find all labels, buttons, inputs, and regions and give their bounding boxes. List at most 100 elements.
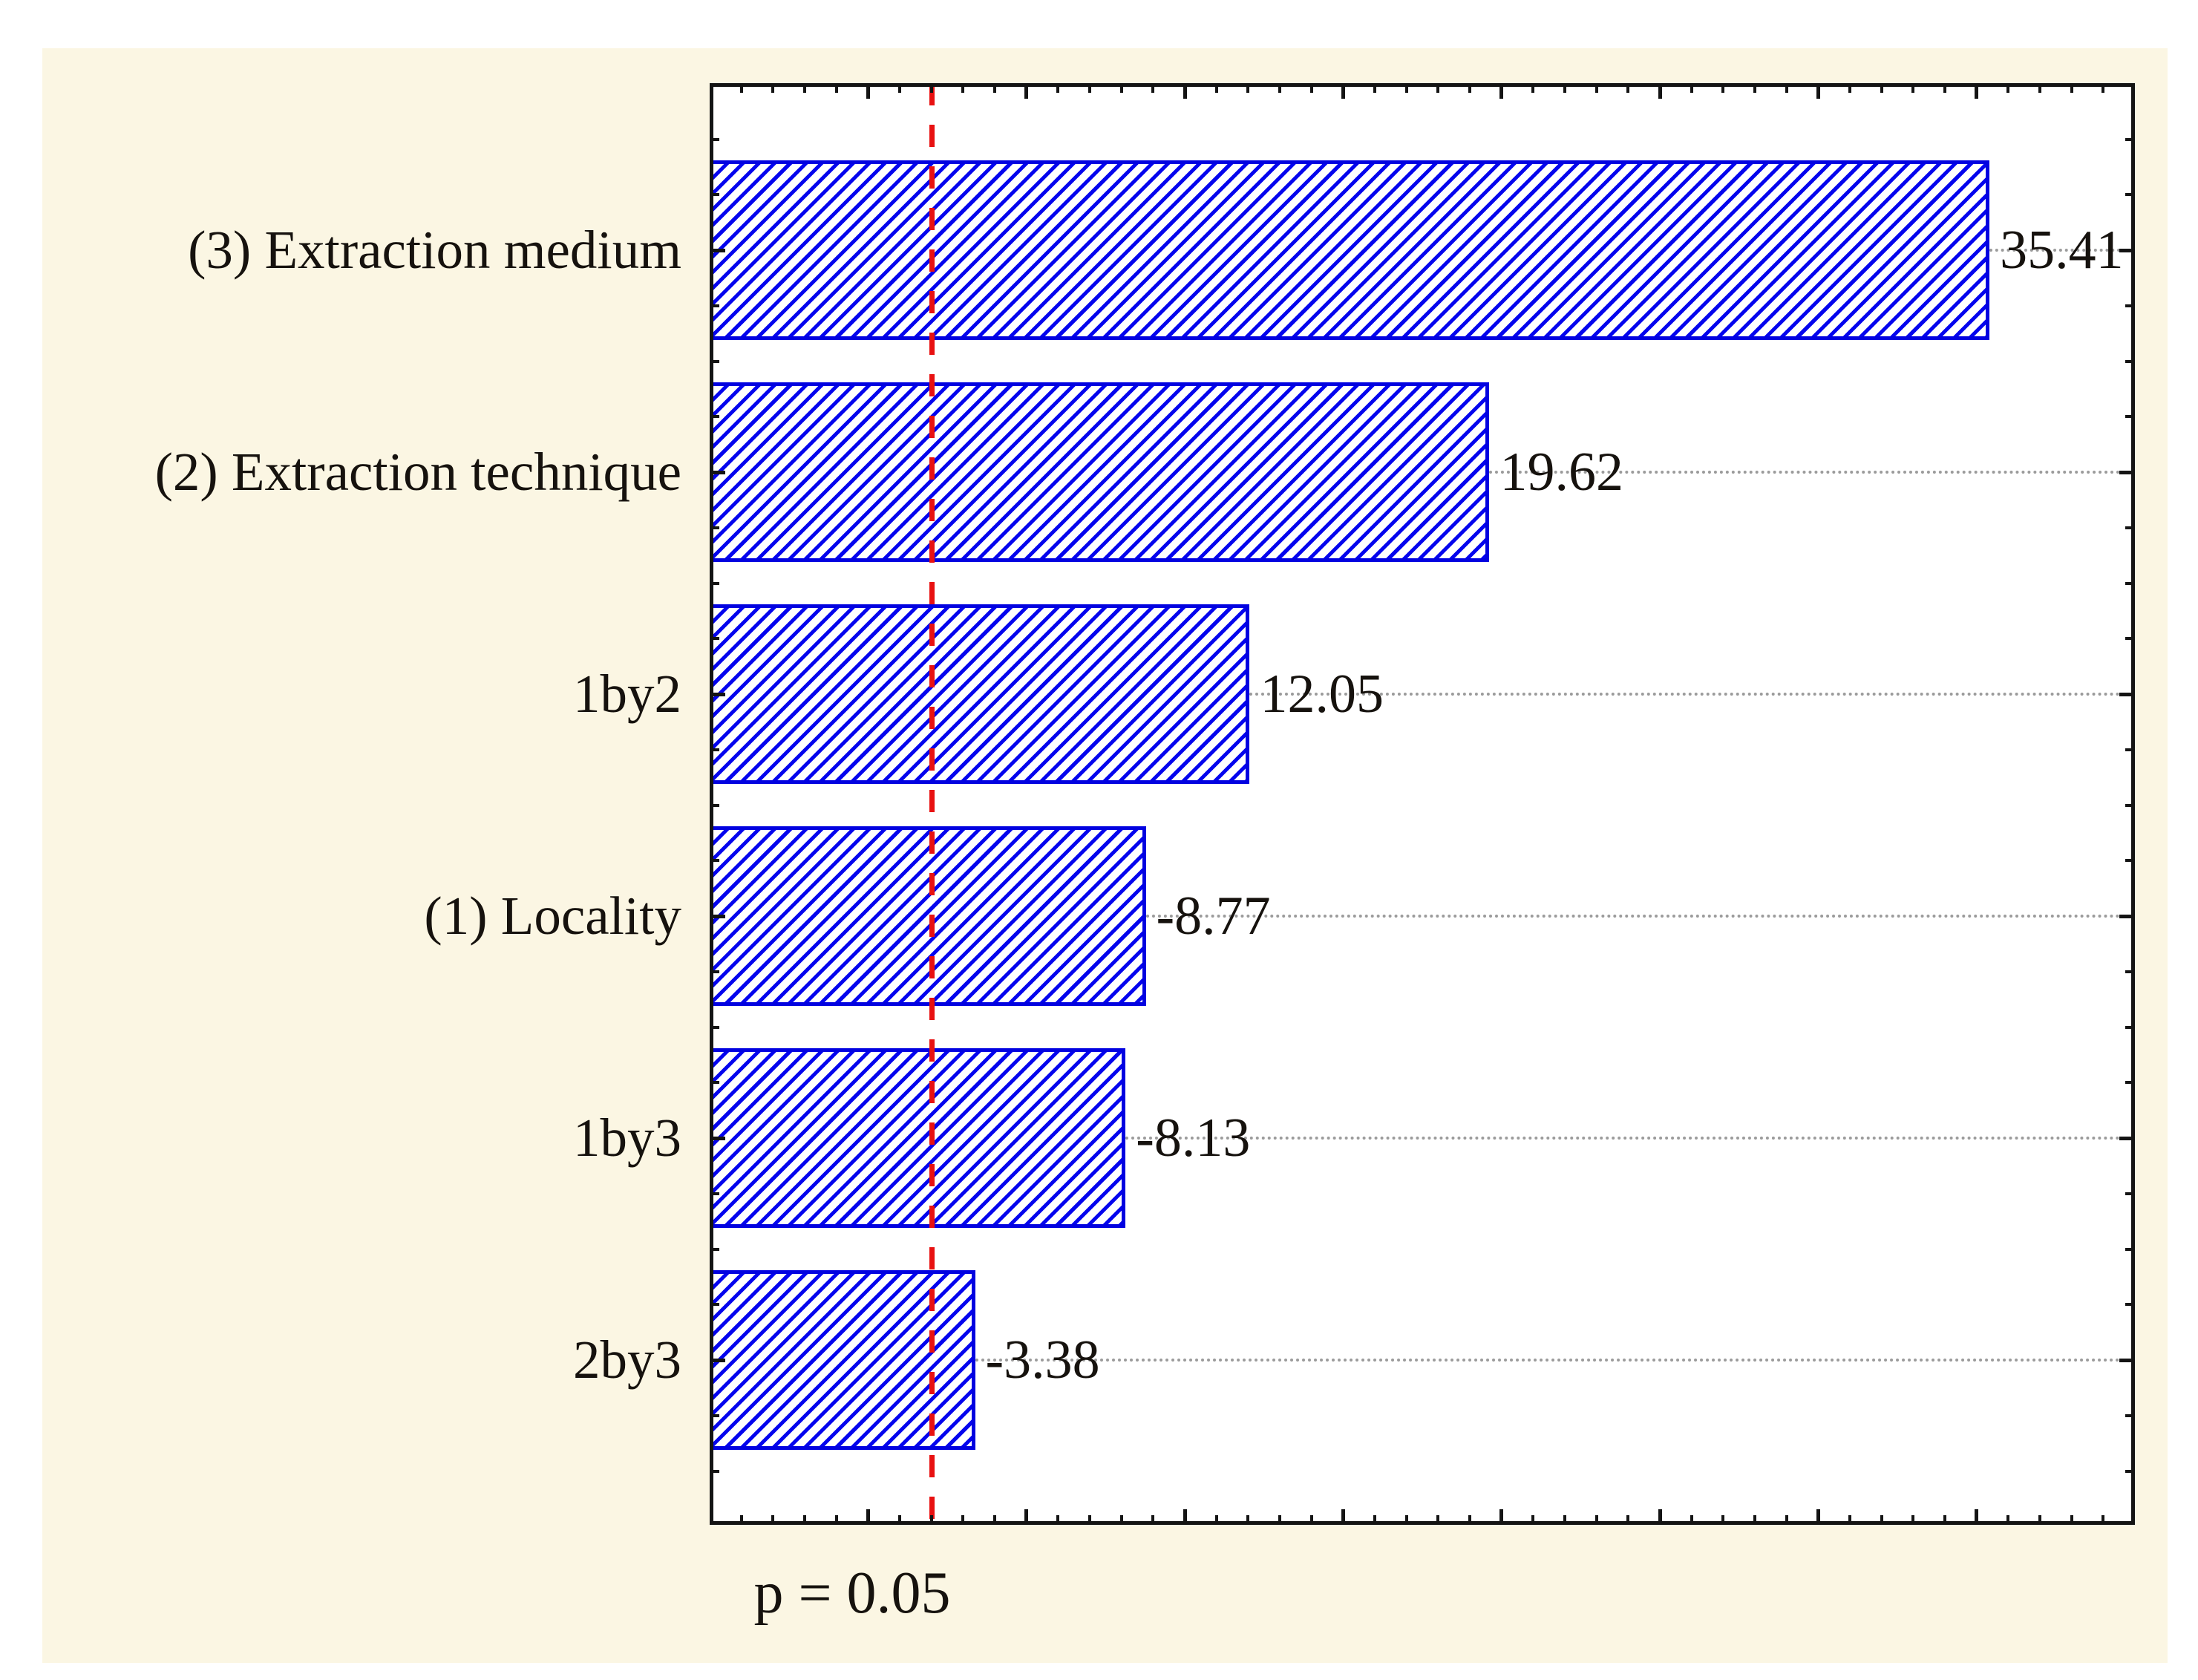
- y-axis-major-tick: [713, 1358, 725, 1362]
- y-axis-minor-tick: [713, 137, 719, 141]
- bar-value-label: 19.62: [1499, 442, 1623, 503]
- x-axis-minor-tick: [1119, 87, 1123, 93]
- category-label: (1) Locality: [424, 886, 681, 946]
- plot-area: 35.41 19.62 12.05 -8.77 -8.13 -3.38: [710, 83, 2135, 1525]
- x-axis-minor-tick: [1468, 1515, 1471, 1521]
- y-axis-minor-tick: [2125, 1025, 2131, 1029]
- x-axis-minor-tick: [1404, 1515, 1408, 1521]
- x-axis-minor-tick: [803, 1515, 806, 1521]
- x-axis-minor-tick: [1151, 87, 1155, 93]
- gridline: [1249, 693, 2132, 696]
- x-axis-minor-tick: [771, 87, 775, 93]
- y-axis-minor-tick: [2125, 193, 2131, 197]
- y-axis-minor-tick: [713, 637, 719, 641]
- y-axis-minor-tick: [713, 1081, 719, 1085]
- y-axis-major-tick: [2119, 692, 2131, 696]
- bar-value-label: 12.05: [1260, 664, 1384, 725]
- category-label: 2by3: [573, 1330, 681, 1390]
- y-axis-major-tick: [2119, 248, 2131, 252]
- x-axis-minor-tick: [898, 87, 901, 93]
- x-axis-minor-tick: [1214, 1515, 1218, 1521]
- y-axis-minor-tick: [713, 859, 719, 863]
- x-axis-minor-tick: [929, 87, 933, 93]
- x-axis-major-tick: [1183, 87, 1187, 99]
- x-axis-minor-tick: [1753, 87, 1756, 93]
- x-axis-minor-tick: [1880, 87, 1883, 93]
- x-axis-minor-tick: [1468, 87, 1471, 93]
- x-axis-minor-tick: [1626, 87, 1630, 93]
- y-axis-minor-tick: [2125, 1303, 2131, 1307]
- x-axis-major-tick: [1816, 1509, 1820, 1521]
- x-axis-major-tick: [1341, 1509, 1345, 1521]
- y-axis-minor-tick: [2125, 1081, 2131, 1085]
- x-axis-minor-tick: [1911, 1515, 1915, 1521]
- x-axis-minor-tick: [1088, 87, 1091, 93]
- y-axis-minor-tick: [713, 1192, 719, 1195]
- bar-value-label: -3.38: [985, 1330, 1100, 1390]
- y-axis-minor-tick: [2125, 137, 2131, 141]
- x-axis-minor-tick: [739, 87, 743, 93]
- x-axis-major-tick: [1024, 1509, 1029, 1521]
- x-axis-minor-tick: [1309, 87, 1313, 93]
- y-axis-minor-tick: [713, 748, 719, 751]
- x-axis-minor-tick: [1594, 1515, 1598, 1521]
- x-axis-minor-tick: [2038, 87, 2041, 93]
- y-axis-minor-tick: [2125, 581, 2131, 585]
- y-axis-minor-tick: [713, 1413, 719, 1417]
- x-axis-minor-tick: [1753, 1515, 1756, 1521]
- x-axis-major-tick: [1499, 1509, 1504, 1521]
- y-axis-major-tick: [2119, 1358, 2131, 1362]
- y-axis-minor-tick: [2125, 526, 2131, 529]
- x-axis-minor-tick: [1119, 1515, 1123, 1521]
- x-axis-minor-tick: [2070, 87, 2073, 93]
- x-axis-minor-tick: [1056, 87, 1060, 93]
- x-axis-minor-tick: [1943, 87, 1946, 93]
- y-axis-major-tick: [2119, 470, 2131, 474]
- category-label: 1by3: [573, 1108, 681, 1168]
- bar: [710, 1270, 975, 1450]
- x-axis-major-tick: [1658, 87, 1662, 99]
- y-axis-major-tick: [713, 692, 725, 696]
- x-axis-minor-tick: [1246, 87, 1250, 93]
- x-axis-minor-tick: [1848, 1515, 1851, 1521]
- y-axis-minor-tick: [2125, 970, 2131, 973]
- y-axis-minor-tick: [2125, 748, 2131, 751]
- x-axis-minor-tick: [739, 1515, 743, 1521]
- x-axis-major-tick: [1024, 87, 1029, 99]
- x-axis-major-tick: [1341, 87, 1345, 99]
- y-axis-major-tick: [713, 1136, 725, 1140]
- x-axis-minor-tick: [1594, 87, 1598, 93]
- y-axis-minor-tick: [713, 581, 719, 585]
- y-axis-minor-tick: [713, 304, 719, 307]
- x-axis-minor-tick: [1563, 1515, 1566, 1521]
- y-axis-minor-tick: [2125, 1469, 2131, 1473]
- y-axis-minor-tick: [2125, 637, 2131, 641]
- x-axis-minor-tick: [1848, 87, 1851, 93]
- y-axis-minor-tick: [2125, 415, 2131, 419]
- x-axis-minor-tick: [1214, 87, 1218, 93]
- x-axis-minor-tick: [2101, 87, 2105, 93]
- x-axis-minor-tick: [1436, 87, 1440, 93]
- gridline: [975, 1359, 2132, 1362]
- x-axis-minor-tick: [834, 1515, 838, 1521]
- reference-line-p005: [929, 83, 935, 1525]
- bar-value-label: -8.13: [1136, 1108, 1251, 1169]
- x-axis-major-tick: [1499, 87, 1504, 99]
- x-axis-minor-tick: [993, 1515, 996, 1521]
- bar-value-label: 35.41: [2000, 220, 2124, 281]
- x-axis-major-tick: [1658, 1509, 1662, 1521]
- y-axis-major-tick: [2119, 1136, 2131, 1140]
- x-axis-minor-tick: [1151, 1515, 1155, 1521]
- x-axis-minor-tick: [1626, 1515, 1630, 1521]
- x-axis-minor-tick: [2038, 1515, 2041, 1521]
- y-axis-minor-tick: [713, 1025, 719, 1029]
- x-axis-minor-tick: [993, 87, 996, 93]
- y-axis-minor-tick: [713, 193, 719, 197]
- y-axis-minor-tick: [2125, 803, 2131, 807]
- x-axis-minor-tick: [2006, 87, 2010, 93]
- y-axis-major-tick: [713, 470, 725, 474]
- gridline: [1125, 1137, 2132, 1140]
- y-axis-major-tick: [713, 248, 725, 252]
- x-axis-minor-tick: [1563, 87, 1566, 93]
